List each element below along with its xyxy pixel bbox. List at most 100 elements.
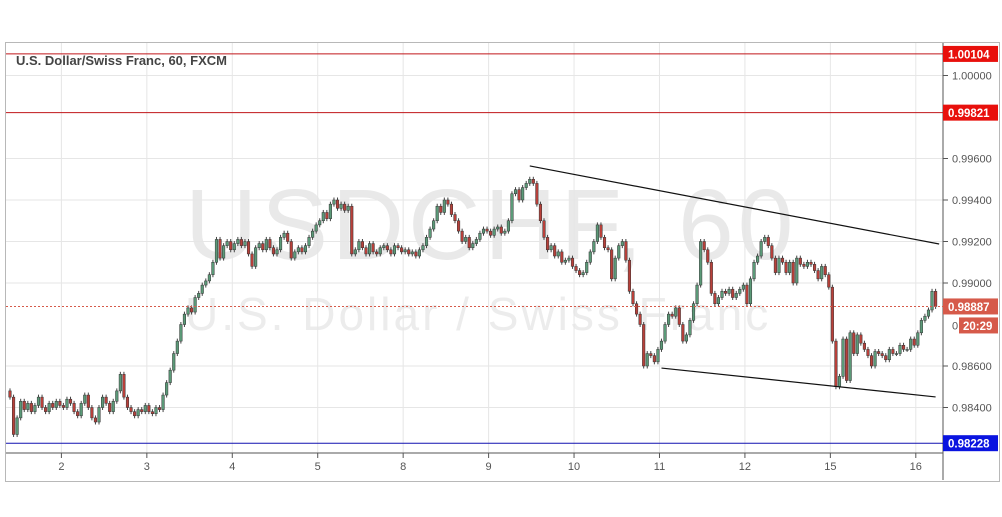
candle-body [713,293,717,304]
candle-body [392,245,397,255]
candle-body [243,241,247,246]
candle-body [460,230,464,242]
candle-body [481,228,486,234]
candle-body [513,189,518,195]
candle-body [524,183,528,188]
candle-body [709,262,713,294]
candle-body [894,353,898,355]
candle-body [699,241,703,286]
candle-body [606,247,610,251]
candle-body [136,409,140,417]
candle-body [528,179,532,184]
x-tick-label: 5 [315,461,321,473]
candle-body [848,332,852,381]
candle-body [321,212,325,221]
candle-body [503,230,507,234]
candle-body [350,205,354,255]
y-tick-label: 1.00000 [952,71,992,83]
candle-body [254,247,258,267]
candle-body [620,241,624,246]
candle-body [592,241,596,253]
candle-body [229,241,233,251]
candle-body [599,224,603,238]
chart-title: U.S. Dollar/Swiss Franc, 60, FXCM [16,53,227,68]
candle-body [442,199,446,213]
candle-body [79,403,83,417]
candle-body [428,228,432,238]
candle-body [855,334,859,354]
candle-body [891,349,895,354]
candle-body [602,237,607,248]
candle-body [859,334,863,344]
x-tick-label: 9 [486,461,492,473]
y-tick-label: 0.99600 [952,154,992,166]
candle-body [65,398,69,408]
candle-body [570,257,575,267]
y-tick-label: 0.98400 [952,403,992,415]
candle-body [385,245,389,251]
candle-body [663,324,667,342]
candle-body [869,355,874,367]
candle-body [720,291,724,298]
candle-body [150,411,154,414]
level-price-badge [943,104,998,121]
candle-body [154,407,158,414]
candle-body [521,187,525,201]
candle-body [104,396,108,404]
candle-body [667,313,671,325]
candle-body [763,237,767,242]
candle-body [168,369,172,383]
candle-body [766,237,770,246]
candle-body [706,249,710,263]
candle-body [318,220,322,226]
candle-body [51,403,55,408]
candle-body [610,249,614,280]
candle-body [784,262,788,273]
candle-body [934,291,938,307]
candle-body [827,274,831,288]
candle-body [795,257,799,284]
candle-body [68,398,73,404]
x-tick-label: 11 [654,461,665,473]
candle-body [410,251,414,255]
candle-body [862,342,866,350]
candle-body [36,396,41,406]
candle-body [734,293,738,298]
candle-body [581,272,585,275]
candle-body [499,226,503,234]
candle-body [325,212,329,219]
candle-body [716,297,720,304]
candle-body [724,291,728,294]
candle-body [741,284,745,290]
candle-body [286,232,290,242]
candle-body [289,241,293,259]
candle-body [282,232,286,238]
candle-body [805,262,809,267]
candle-body [271,247,275,255]
candle-body [560,251,564,263]
candle-body [61,405,65,408]
candle-body [446,199,450,205]
candle-body [574,266,578,271]
candle-body [250,253,254,267]
trendline [529,165,940,245]
candle-body [368,243,372,255]
y-tick-label: 0.99000 [952,278,992,290]
candle-body [759,241,763,257]
candle-body [44,407,48,412]
candle-body [200,284,204,294]
candle-body [396,245,400,248]
candle-body [595,224,599,242]
candle-body [179,324,183,342]
candle-body [695,284,699,305]
candle-body [773,257,777,273]
candle-body [353,249,357,255]
candle-body [546,237,550,251]
candle-body [175,340,179,354]
countdown-label: 20:29 [963,321,992,333]
candle-body [357,241,361,251]
candle-body [197,293,201,298]
candle-body [300,247,304,253]
candle-body [866,349,870,356]
